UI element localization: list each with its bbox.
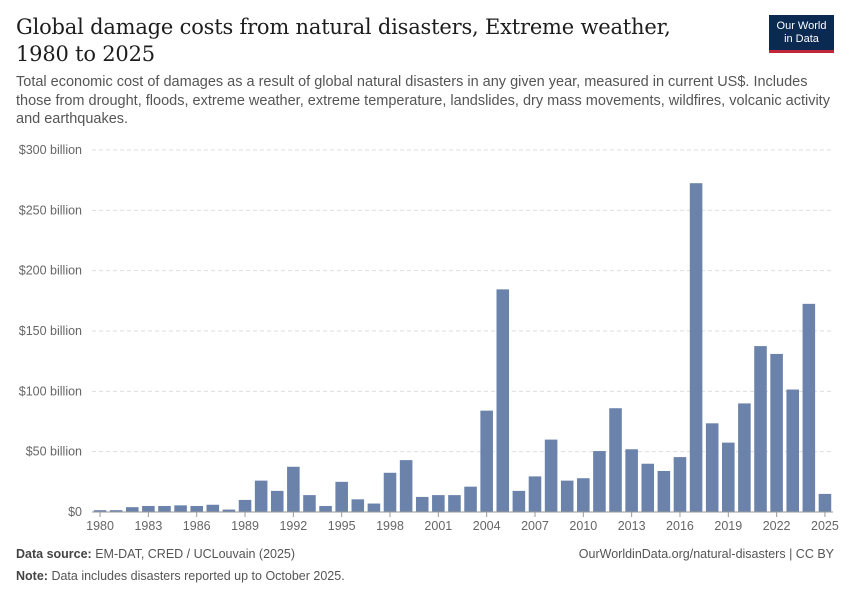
x-tick-label: 1989 [231, 519, 259, 533]
bar-2018[interactable] [705, 423, 719, 512]
gridlines [92, 149, 833, 453]
bar-2002[interactable] [448, 495, 461, 512]
bar-2010[interactable] [577, 478, 590, 512]
bar-2006[interactable] [512, 490, 526, 512]
bar-1994[interactable] [319, 505, 332, 512]
bar-1993[interactable] [303, 495, 316, 512]
source-url[interactable]: OurWorldinData.org/natural-disasters | C… [578, 547, 834, 561]
x-tick-label: 2013 [618, 519, 646, 533]
bar-1986[interactable] [190, 505, 203, 512]
bar-1985[interactable] [174, 505, 187, 512]
logo-line-1: Our World [776, 20, 827, 32]
bar-1982[interactable] [125, 507, 139, 512]
bar-2014[interactable] [641, 463, 655, 512]
bar-1991[interactable] [270, 490, 284, 512]
bar-1983[interactable] [142, 505, 155, 512]
bar-2000[interactable] [415, 496, 429, 512]
y-tick-label: $100 billion [19, 384, 82, 398]
y-tick-label: $300 billion [19, 143, 82, 157]
note-label: Note: [16, 569, 48, 583]
x-tick-label: 1995 [328, 519, 356, 533]
bar-1987[interactable] [206, 504, 220, 512]
bar-2011[interactable] [593, 451, 606, 512]
bar-2001[interactable] [432, 495, 445, 512]
x-tick-label: 1983 [134, 519, 162, 533]
chart-subtitle: Total economic cost of damages as a resu… [16, 74, 830, 127]
x-tick-label: 2001 [424, 519, 452, 533]
bar-1981[interactable] [109, 510, 123, 512]
bar-2005[interactable] [496, 289, 510, 512]
bar-2016[interactable] [673, 457, 687, 512]
logo-line-2: in Data [784, 33, 819, 45]
bar-1980[interactable] [93, 510, 107, 512]
bar-2017[interactable] [689, 183, 703, 512]
bar-2009[interactable] [560, 480, 574, 512]
x-tick-label: 2010 [569, 519, 597, 533]
bar-1988[interactable] [222, 509, 236, 512]
y-tick-label: $150 billion [19, 324, 82, 338]
y-axis-labels: $0 $50 billion $100 billion $150 billion $20… [19, 143, 82, 519]
x-tick-label: 2025 [811, 519, 839, 533]
data-source-label: Data source: [16, 547, 92, 561]
chart-title: Global damage costs from natural disaste… [16, 15, 671, 66]
bar-1995[interactable] [335, 481, 348, 512]
bar-2003[interactable] [464, 486, 477, 512]
y-tick-label: $200 billion [19, 264, 82, 278]
bar-2024[interactable] [802, 303, 816, 512]
bar-1992[interactable] [287, 466, 300, 512]
x-tick-label: 2022 [763, 519, 791, 533]
bar-2008[interactable] [544, 439, 558, 512]
note-text: Data includes disasters reported up to O… [51, 569, 345, 583]
owid-logo[interactable]: Our World in Data [769, 15, 834, 53]
data-source: Data source: EM-DAT, CRED / UCLouvain (2… [16, 547, 295, 561]
x-tick-label: 2004 [473, 519, 501, 533]
y-tick-label: $50 billion [26, 445, 82, 459]
bar-2022[interactable] [770, 353, 783, 512]
bar-1996[interactable] [351, 499, 365, 512]
bar-1984[interactable] [158, 505, 171, 512]
x-tick-label: 1998 [376, 519, 404, 533]
x-tick-label: 2019 [714, 519, 742, 533]
y-tick-label: $0 [68, 505, 82, 519]
x-tick-label: 1986 [183, 519, 211, 533]
bar-1998[interactable] [383, 472, 397, 512]
bar-2023[interactable] [786, 389, 800, 512]
bar-2013[interactable] [625, 449, 638, 512]
bar-2015[interactable] [657, 470, 671, 512]
x-tick-label: 1980 [86, 519, 114, 533]
bar-2007[interactable] [528, 476, 542, 512]
bar-1990[interactable] [254, 480, 268, 512]
bar-1999[interactable] [399, 460, 413, 512]
footnote: Note: Data includes disasters reported u… [16, 569, 345, 583]
bar-2019[interactable] [722, 442, 735, 512]
bar-2004[interactable] [480, 410, 493, 512]
data-source-text[interactable]: EM-DAT, CRED / UCLouvain (2025) [95, 547, 296, 561]
bars [93, 183, 832, 512]
bar-1997[interactable] [367, 503, 381, 512]
bar-2025[interactable] [818, 493, 832, 512]
x-tick-label: 1992 [279, 519, 307, 533]
x-axis-ticks: 1980 1983 1986 1989 1992 1995 1998 2001 2004 2007… [86, 512, 839, 533]
bar-1989[interactable] [238, 499, 252, 512]
x-tick-label: 2007 [521, 519, 549, 533]
y-tick-label: $250 billion [19, 203, 82, 217]
x-tick-label: 2016 [666, 519, 694, 533]
bar-2021[interactable] [754, 346, 767, 512]
bar-2020[interactable] [738, 403, 751, 512]
bar-2012[interactable] [609, 408, 622, 512]
